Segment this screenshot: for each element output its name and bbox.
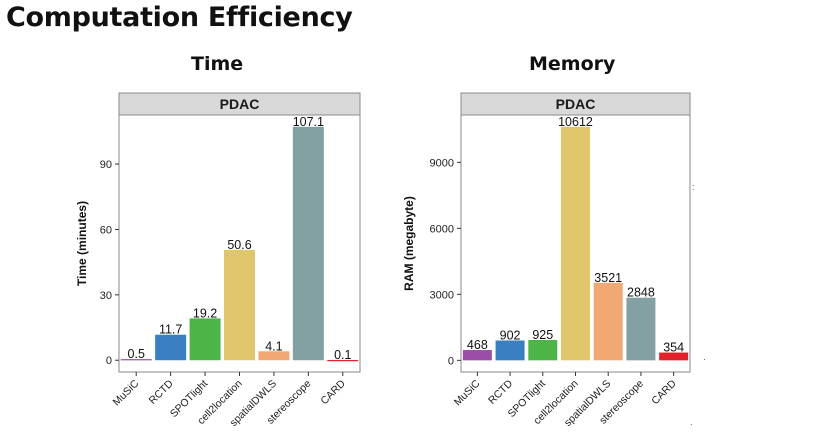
time-y-axis-title: Time (minutes) xyxy=(75,201,89,286)
memory-panel-heading: Memory xyxy=(529,53,616,75)
memory-bar-cell2location xyxy=(561,126,590,361)
time-value-label-spatialdwls: 4.1 xyxy=(265,339,282,353)
memory-bar-spotlight xyxy=(528,339,558,361)
time-value-label-music: 0.5 xyxy=(128,347,145,361)
memory-value-label-spotlight: 925 xyxy=(532,328,553,342)
time-bar-rctd xyxy=(155,334,187,361)
memory-y-tick-label: 6000 xyxy=(430,223,454,235)
memory-y-tick-label: 3000 xyxy=(430,289,454,301)
time-bar-card xyxy=(327,360,359,362)
time-value-label-spotlight: 19.2 xyxy=(193,306,217,320)
memory-facet-strip-label: PDAC xyxy=(556,96,596,112)
stray-mark: : xyxy=(692,182,695,192)
time-value-label-card: 0.1 xyxy=(334,348,351,362)
memory-value-label-music: 468 xyxy=(467,338,488,352)
memory-value-label-card: 354 xyxy=(663,341,684,355)
memory-category-label-music: MuSiC xyxy=(452,377,483,408)
time-facet-strip-label: PDAC xyxy=(220,96,260,112)
memory-category-label-rctd: RCTD xyxy=(486,377,515,406)
memory-bar-music xyxy=(462,350,492,361)
memory-bar-stereoscope xyxy=(626,297,656,361)
memory-value-label-spatialdwls: 3521 xyxy=(594,271,622,285)
memory-value-label-cell2location: 10612 xyxy=(558,115,593,129)
time-y-tick-label: 30 xyxy=(100,290,112,302)
time-y-tick-label: 0 xyxy=(106,355,112,367)
memory-value-label-stereoscope: 2848 xyxy=(627,286,655,300)
memory-y-axis-title: RAM (megabyte) xyxy=(402,196,416,291)
time-bar-spatialdwls xyxy=(258,351,290,361)
memory-value-label-rctd: 902 xyxy=(500,328,521,342)
time-category-label-rctd: RCTD xyxy=(147,377,176,406)
time-category-label-card: CARD xyxy=(318,377,348,407)
memory-y-tick-label: 0 xyxy=(448,355,454,367)
time-value-label-cell2location: 50.6 xyxy=(227,238,251,252)
time-category-label-music: MuSiC xyxy=(111,377,142,408)
time-bar-music xyxy=(120,359,152,361)
time-y-tick-label: 90 xyxy=(100,159,112,171)
memory-bar-rctd xyxy=(495,340,525,361)
time-bar-spotlight xyxy=(189,318,221,361)
memory-bar-card xyxy=(659,352,689,361)
stray-mark: · xyxy=(703,354,706,364)
time-value-label-rctd: 11.7 xyxy=(159,323,182,337)
memory-bar-spatialdwls xyxy=(593,282,623,361)
time-panel-heading: Time xyxy=(191,53,244,75)
time-y-tick-label: 60 xyxy=(100,224,112,236)
stray-mark: . xyxy=(690,417,693,427)
time-value-label-stereoscope: 107.1 xyxy=(293,115,324,129)
memory-y-tick-label: 9000 xyxy=(430,157,454,169)
page-title: Computation Efficiency xyxy=(6,2,353,33)
time-bar-stereoscope xyxy=(292,126,324,361)
time-bar-cell2location xyxy=(224,249,255,361)
memory-category-label-card: CARD xyxy=(649,377,679,407)
